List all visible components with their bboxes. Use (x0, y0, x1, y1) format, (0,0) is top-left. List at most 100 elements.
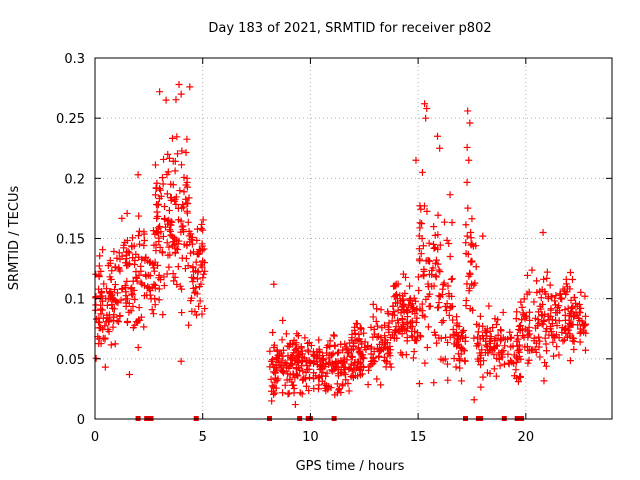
data-point (564, 326, 572, 334)
data-point (419, 311, 427, 319)
data-point (522, 313, 530, 321)
data-point (326, 343, 334, 351)
data-point (305, 348, 313, 356)
data-point (168, 134, 176, 142)
data-point (483, 369, 491, 377)
data-point (453, 336, 461, 344)
data-point (97, 305, 105, 313)
data-point (373, 305, 381, 313)
data-point (577, 288, 585, 296)
data-point (100, 280, 108, 288)
data-point (282, 330, 290, 338)
data-point (446, 191, 454, 199)
data-point (494, 316, 502, 324)
data-point (201, 267, 209, 275)
data-point (577, 304, 585, 312)
data-point (537, 294, 545, 302)
data-point (566, 330, 574, 338)
data-point (122, 248, 130, 256)
data-point (267, 375, 275, 383)
data-point (479, 232, 487, 240)
data-point (458, 344, 466, 352)
data-point (189, 278, 197, 286)
data-point (190, 248, 198, 256)
data-point (445, 292, 453, 300)
data-point (521, 343, 529, 351)
data-point (97, 267, 105, 275)
data-point (462, 221, 470, 229)
data-point (159, 311, 167, 319)
data-point (528, 346, 536, 354)
data-point (449, 302, 456, 310)
data-point (496, 362, 504, 370)
data-point (581, 292, 589, 300)
data-point (140, 230, 148, 238)
data-point (154, 229, 162, 237)
data-point (293, 356, 301, 364)
data-point (520, 333, 528, 341)
grid-lines (95, 58, 612, 419)
data-point (178, 161, 186, 169)
data-point (291, 401, 299, 409)
data-point (417, 250, 425, 258)
data-point (129, 302, 137, 310)
data-point (279, 367, 287, 375)
data-point (123, 262, 131, 270)
data-point (356, 349, 364, 357)
data-point (184, 200, 192, 208)
data-point (147, 295, 155, 303)
data-point (467, 234, 475, 242)
data-point (489, 323, 497, 331)
data-point (385, 326, 393, 334)
data-point (122, 288, 130, 296)
data-point (178, 147, 186, 155)
data-point (477, 351, 485, 359)
data-point (574, 321, 582, 329)
data-point (140, 323, 148, 331)
data-point (155, 234, 163, 242)
data-point (514, 335, 522, 343)
data-point (425, 239, 433, 247)
data-point (166, 226, 174, 234)
data-point (285, 389, 293, 397)
data-point (467, 257, 475, 265)
data-point (570, 346, 578, 354)
data-point (418, 168, 426, 176)
data-point (320, 355, 328, 363)
data-point (513, 308, 521, 316)
data-point (524, 359, 532, 367)
data-point (418, 300, 426, 308)
data-point (435, 292, 443, 300)
data-point (430, 223, 438, 231)
data-point (424, 323, 432, 331)
data-point (526, 316, 534, 324)
data-point (513, 355, 521, 363)
data-point (456, 335, 464, 343)
data-point (357, 324, 365, 332)
data-point (298, 390, 306, 398)
data-points (92, 80, 590, 409)
data-point (453, 313, 461, 321)
axis-ticks: 0 0.05 0.1 0.15 0.2 0.25 0.3 0 5 10 15 20 (56, 52, 612, 445)
data-point (302, 358, 310, 366)
data-point (477, 361, 485, 369)
data-point (269, 361, 277, 369)
data-point (549, 331, 557, 339)
data-point (582, 346, 589, 354)
data-point (470, 396, 478, 404)
data-point (432, 256, 440, 264)
data-point (105, 328, 113, 336)
data-point (443, 360, 451, 368)
data-point (98, 288, 106, 296)
data-point (420, 202, 428, 210)
data-point (301, 334, 309, 342)
data-point (564, 304, 572, 312)
data-point (271, 389, 279, 397)
data-point (334, 366, 342, 374)
data-point (348, 353, 356, 361)
y-tick-label: 0.1 (64, 293, 85, 308)
data-point (501, 342, 509, 350)
data-point (464, 204, 472, 212)
data-point (322, 382, 330, 390)
